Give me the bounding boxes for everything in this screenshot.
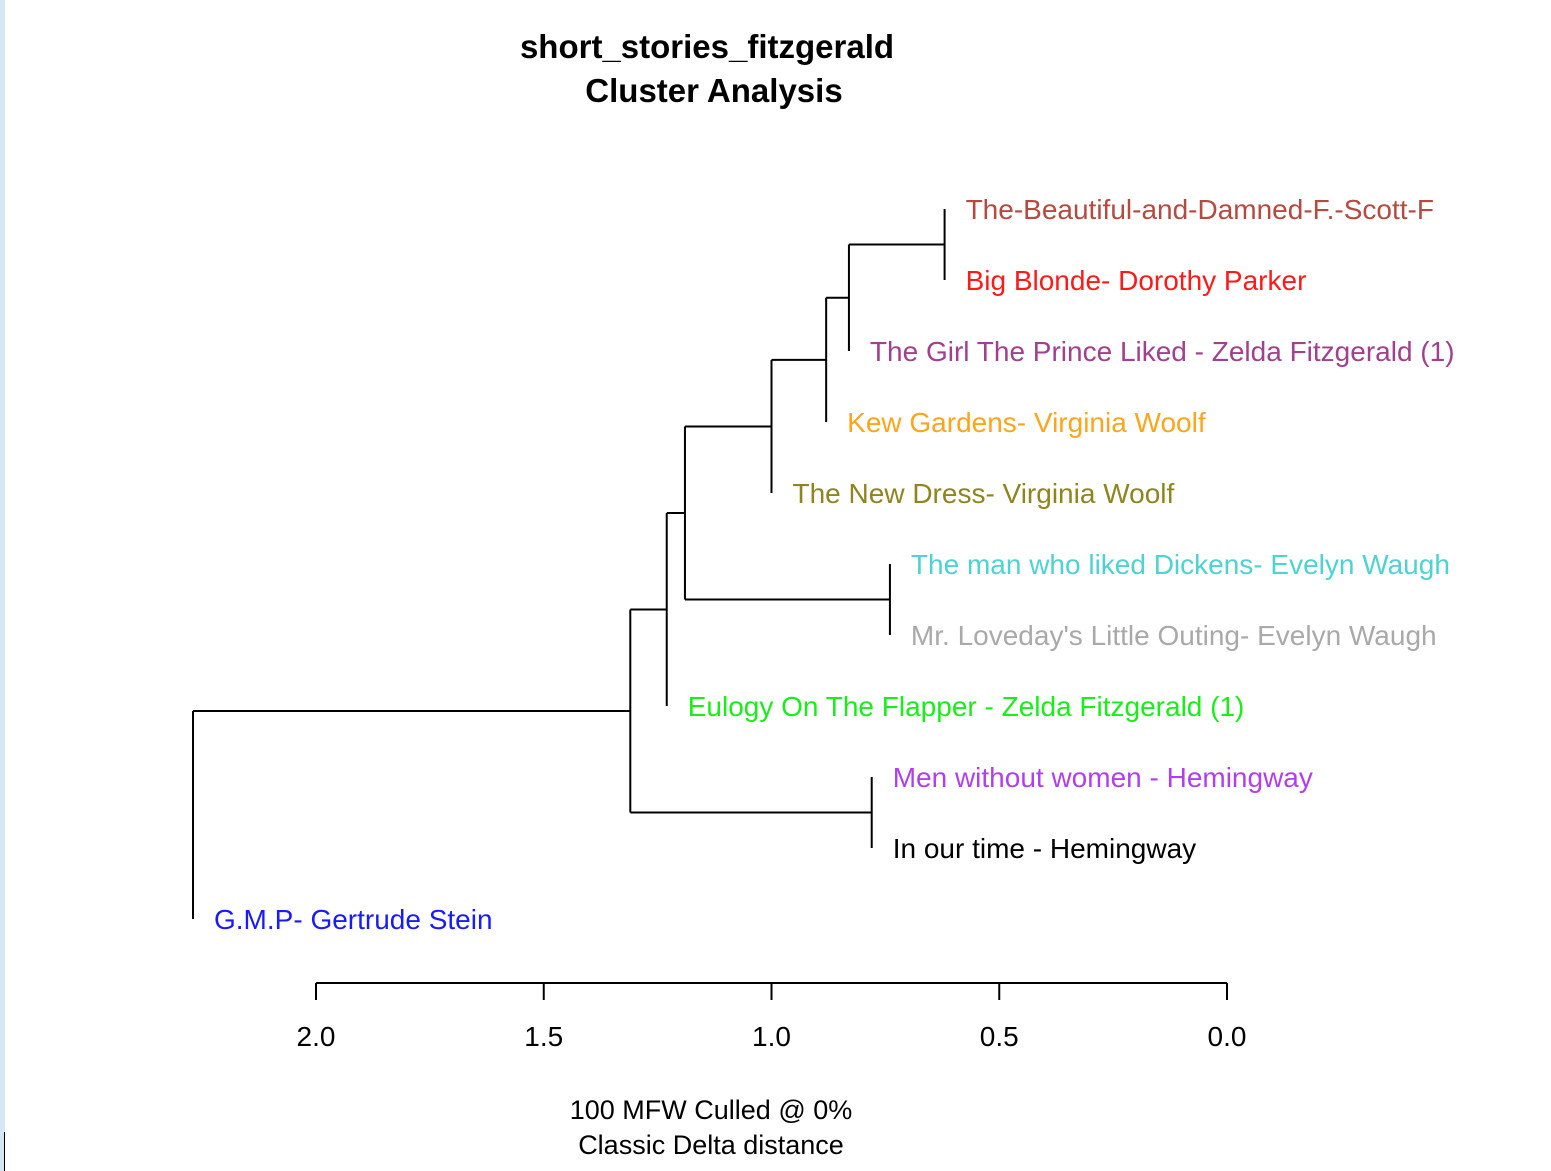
footer-mfw: 100 MFW Culled @ 0% bbox=[570, 1095, 853, 1125]
leaf-label-9: In our time - Hemingway bbox=[893, 833, 1196, 864]
x-tick-label-1: 1.5 bbox=[524, 1021, 563, 1052]
window-edge-mark bbox=[4, 1132, 5, 1171]
leaf-label-0: The-Beautiful-and-Damned-F.-Scott-F bbox=[966, 194, 1434, 225]
chart-title: short_stories_fitzgerald bbox=[520, 28, 894, 65]
dendrogram-branches bbox=[192, 209, 946, 919]
footer-distance: Classic Delta distance bbox=[578, 1130, 844, 1160]
leaf-label-10: G.M.P- Gertrude Stein bbox=[214, 904, 493, 935]
leaf-label-2: The Girl The Prince Liked - Zelda Fitzge… bbox=[870, 336, 1455, 367]
leaf-label-5: The man who liked Dickens- Evelyn Waugh bbox=[911, 549, 1450, 580]
leaf-label-7: Eulogy On The Flapper - Zelda Fitzgerald… bbox=[688, 691, 1245, 722]
leaf-label-1: Big Blonde- Dorothy Parker bbox=[966, 265, 1307, 296]
x-tick-label-2: 1.0 bbox=[752, 1021, 791, 1052]
x-tick-label-3: 0.5 bbox=[980, 1021, 1019, 1052]
leaf-label-6: Mr. Loveday's Little Outing- Evelyn Waug… bbox=[911, 620, 1437, 651]
x-tick-label-4: 0.0 bbox=[1208, 1021, 1247, 1052]
x-axis: 2.0 1.5 1.0 0.5 0.0 bbox=[297, 982, 1247, 1052]
leaf-label-4: The New Dress- Virginia Woolf bbox=[793, 478, 1175, 509]
chart-subtitle: Cluster Analysis bbox=[585, 72, 842, 109]
leaf-label-3: Kew Gardens- Virginia Woolf bbox=[847, 407, 1206, 438]
leaf-labels: The-Beautiful-and-Damned-F.-Scott-F Big B… bbox=[214, 194, 1455, 935]
window-left-border bbox=[0, 0, 5, 1171]
x-tick-label-0: 2.0 bbox=[297, 1021, 336, 1052]
leaf-label-8: Men without women - Hemingway bbox=[893, 762, 1313, 793]
